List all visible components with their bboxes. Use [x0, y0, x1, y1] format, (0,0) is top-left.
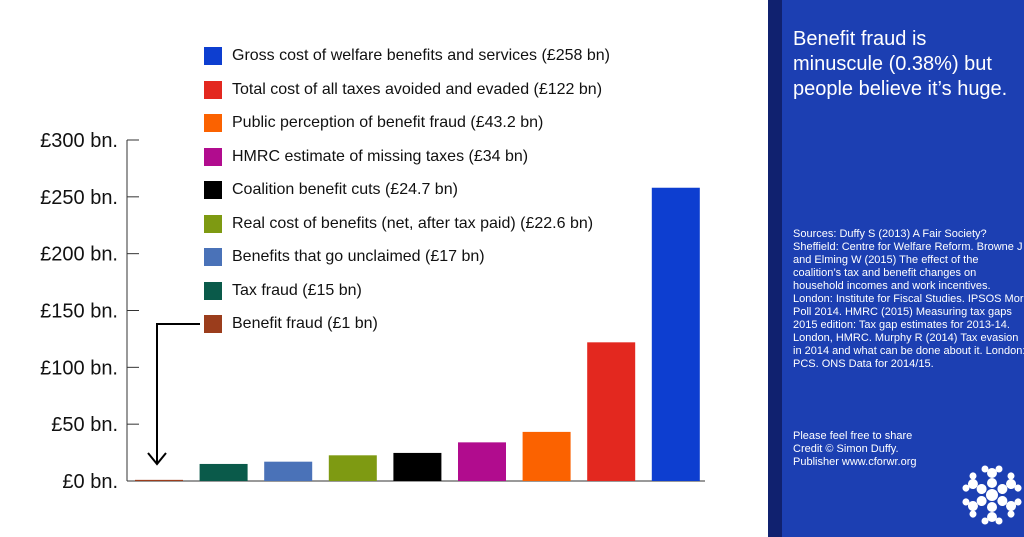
legend-swatch	[204, 214, 222, 233]
annotation-arrow-line	[156, 323, 200, 463]
legend-swatch	[204, 47, 222, 65]
y-tick-label: £300 bn.	[40, 130, 118, 152]
legend-label: Coalition benefit cuts (£24.7 bn)	[232, 181, 458, 198]
legend-swatch	[204, 248, 222, 266]
legend-swatch	[204, 114, 222, 132]
y-tick-label: £50 bn.	[51, 414, 118, 436]
legend-item: Benefits that go unclaimed (£17 bn)	[204, 247, 485, 267]
sources-text: Sources: Duffy S (2013) A Fair Society? …	[793, 228, 1024, 370]
y-tick-label: £200 bn.	[40, 244, 118, 266]
credit-block: Please feel free to share Credit © Simon…	[793, 430, 1023, 469]
info-panel: Benefit fraud is minuscule (0.38%) but p…	[768, 0, 1024, 537]
legend-label: Benefit fraud (£1 bn)	[232, 315, 378, 332]
bar	[458, 442, 506, 481]
legend-swatch	[204, 281, 222, 300]
legend-swatch	[204, 80, 222, 99]
bar	[587, 342, 636, 481]
credit-line: Credit © Simon Duffy.	[793, 443, 899, 455]
bar	[393, 452, 442, 481]
legend-item: HMRC estimate of missing taxes (£34 bn)	[204, 147, 528, 167]
legend-swatch	[204, 147, 222, 166]
legend-item: Benefit fraud (£1 bn)	[204, 314, 378, 334]
share-note: Please feel free to share	[793, 430, 913, 442]
legend-item: Public perception of benefit fraud (£43.…	[204, 113, 543, 133]
bar	[264, 461, 313, 481]
legend-label: Benefits that go unclaimed (£17 bn)	[232, 248, 485, 265]
legend-item: Coalition benefit cuts (£24.7 bn)	[204, 180, 458, 200]
legend-item: Total cost of all taxes avoided and evad…	[204, 80, 602, 100]
y-tick-label: £100 bn.	[40, 357, 118, 379]
legend-item: Real cost of benefits (net, after tax pa…	[204, 214, 593, 234]
bar	[199, 463, 248, 481]
legend-label: Tax fraud (£15 bn)	[232, 281, 362, 299]
bar-chart: £0 bn. £50 bn. £100 bn. £150 bn. £200 bn. £25…	[40, 130, 705, 493]
bar	[651, 187, 700, 482]
legend-swatch	[204, 315, 222, 333]
publisher-link[interactable]: Publisher www.cforwr.org	[793, 456, 917, 468]
bar	[328, 455, 377, 481]
legend-swatch	[204, 181, 222, 199]
bar	[135, 479, 183, 481]
legend-label: Public perception of benefit fraud (£43.…	[232, 114, 544, 131]
legend-label: Total cost of all taxes avoided and evad…	[232, 80, 603, 98]
y-tick-label: £0 bn.	[62, 471, 118, 493]
legend-label: Gross cost of welfare benefits and servi…	[232, 47, 610, 64]
panel-headline: Benefit fraud is minuscule (0.38%) but p…	[793, 28, 1008, 100]
bar	[522, 431, 571, 481]
y-tick-label: £150 bn.	[40, 301, 118, 323]
snowflake-logo-icon	[961, 465, 1023, 525]
legend-item: Gross cost of welfare benefits and servi…	[204, 46, 610, 66]
legend-item: Tax fraud (£15 bn)	[204, 281, 362, 301]
legend-label: Real cost of benefits (net, after tax pa…	[232, 214, 594, 232]
annotation-arrow-head	[147, 452, 167, 466]
chart-area: £0 bn. £50 bn. £100 bn. £150 bn. £200 bn. £25…	[40, 46, 705, 493]
legend-label: HMRC estimate of missing taxes (£34 bn)	[232, 147, 529, 165]
y-tick-label: £250 bn.	[40, 187, 118, 209]
